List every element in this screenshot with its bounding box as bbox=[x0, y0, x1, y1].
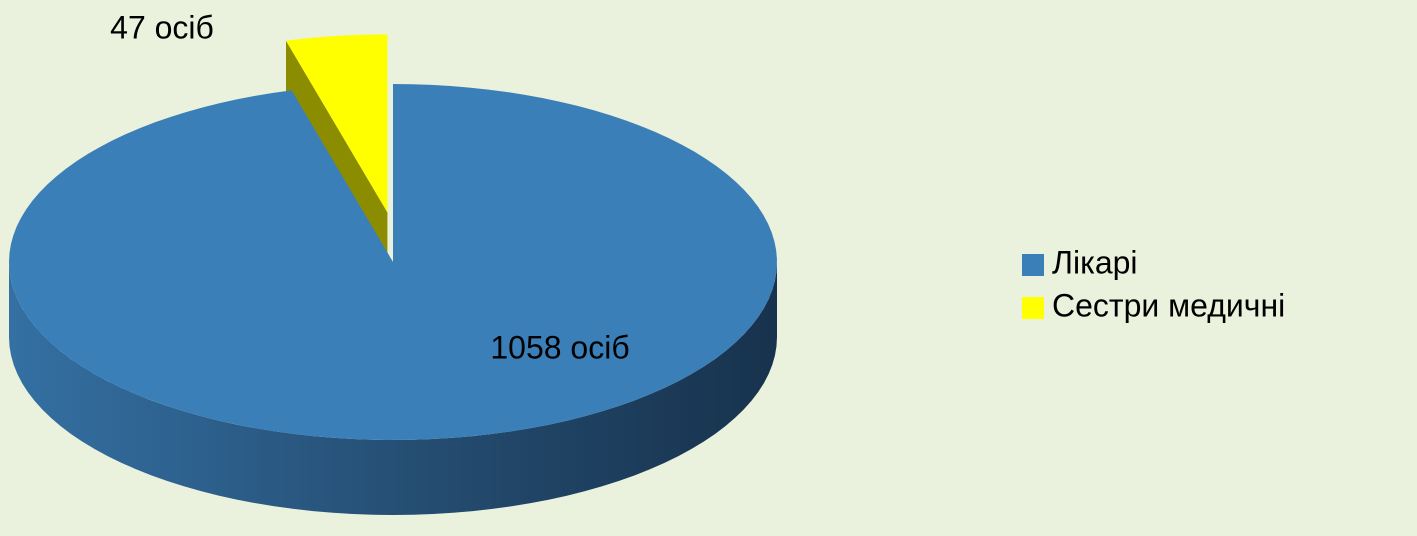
slice bbox=[285, 34, 388, 213]
legend-label: Лікарі bbox=[1052, 244, 1138, 280]
data-label: 47 осіб bbox=[110, 9, 214, 45]
slice bbox=[9, 84, 777, 440]
data-label: 1058 осіб bbox=[490, 329, 629, 365]
legend-swatch bbox=[1022, 297, 1044, 319]
legend-swatch bbox=[1022, 254, 1044, 276]
slice-side bbox=[9, 262, 777, 515]
legend-label: Сестри медичні bbox=[1052, 287, 1285, 323]
